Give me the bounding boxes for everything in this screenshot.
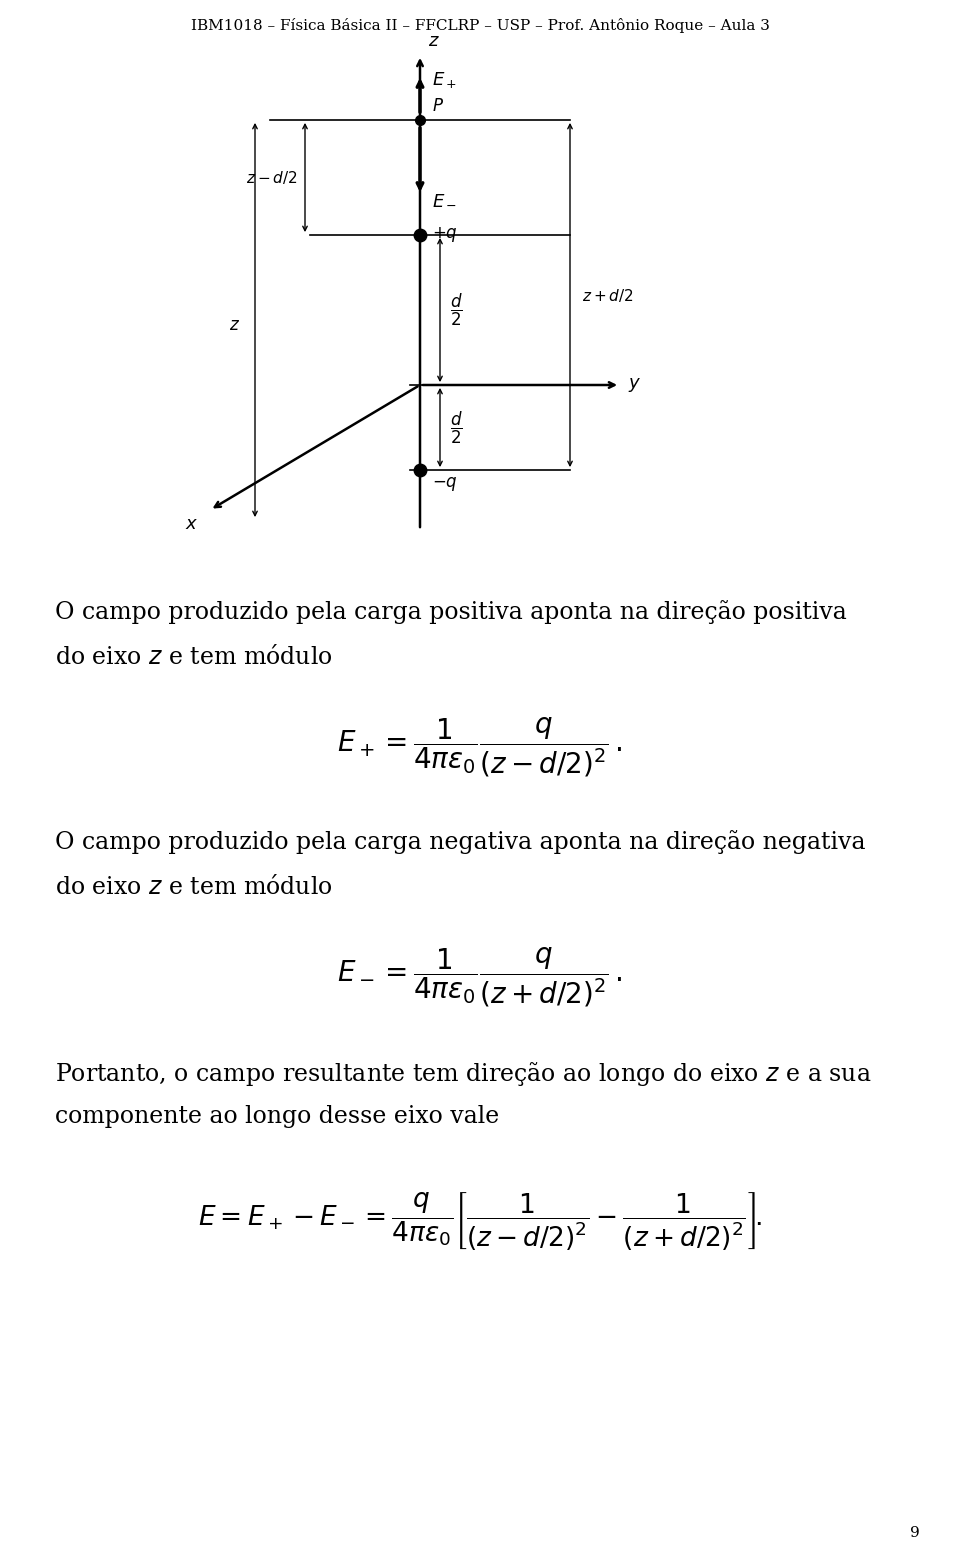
Text: $x$: $x$ <box>184 516 198 533</box>
Text: $z$: $z$ <box>428 33 440 50</box>
Text: $E_-$: $E_-$ <box>432 189 457 208</box>
Text: $E_+$: $E_+$ <box>432 70 457 90</box>
Text: O campo produzido pela carga negativa aponta na direção negativa: O campo produzido pela carga negativa ap… <box>55 829 866 854</box>
Text: $\dfrac{d}{2}$: $\dfrac{d}{2}$ <box>450 410 463 446</box>
Text: $P$: $P$ <box>432 98 444 115</box>
Text: $E_+ = \dfrac{1}{4\pi\varepsilon_0} \dfrac{q}{\left(z - d/2\right)^2}\,.$: $E_+ = \dfrac{1}{4\pi\varepsilon_0} \dfr… <box>337 714 623 778</box>
Text: $z$: $z$ <box>228 317 240 334</box>
Text: $E_- = \dfrac{1}{4\pi\varepsilon_0} \dfrac{q}{\left(z + d/2\right)^2}\,.$: $E_- = \dfrac{1}{4\pi\varepsilon_0} \dfr… <box>337 944 623 1008</box>
Text: $-q$: $-q$ <box>432 475 458 492</box>
Text: do eixo $z$ e tem módulo: do eixo $z$ e tem módulo <box>55 644 333 669</box>
Text: $z + d/2$: $z + d/2$ <box>582 286 634 303</box>
Text: $+q$: $+q$ <box>432 225 458 244</box>
Text: $\dfrac{d}{2}$: $\dfrac{d}{2}$ <box>450 292 463 328</box>
Text: O campo produzido pela carga positiva aponta na direção positiva: O campo produzido pela carga positiva ap… <box>55 599 847 624</box>
Text: 9: 9 <box>910 1527 920 1541</box>
Text: Portanto, o campo resultante tem direção ao longo do eixo $z$ e a sua: Portanto, o campo resultante tem direção… <box>55 1061 872 1089</box>
Text: componente ao longo desse eixo vale: componente ao longo desse eixo vale <box>55 1106 499 1127</box>
Text: do eixo $z$ e tem módulo: do eixo $z$ e tem módulo <box>55 874 333 899</box>
Text: $E = E_+ - E_- = \dfrac{q}{4\pi\varepsilon_0} \left[ \dfrac{1}{\left(z - d/2\rig: $E = E_+ - E_- = \dfrac{q}{4\pi\varepsil… <box>198 1190 762 1252</box>
Text: IBM1018 – Física Básica II – FFCLRP – USP – Prof. Antônio Roque – Aula 3: IBM1018 – Física Básica II – FFCLRP – US… <box>191 19 769 33</box>
Text: $z - d/2$: $z - d/2$ <box>246 169 297 186</box>
Text: $y$: $y$ <box>628 376 641 394</box>
